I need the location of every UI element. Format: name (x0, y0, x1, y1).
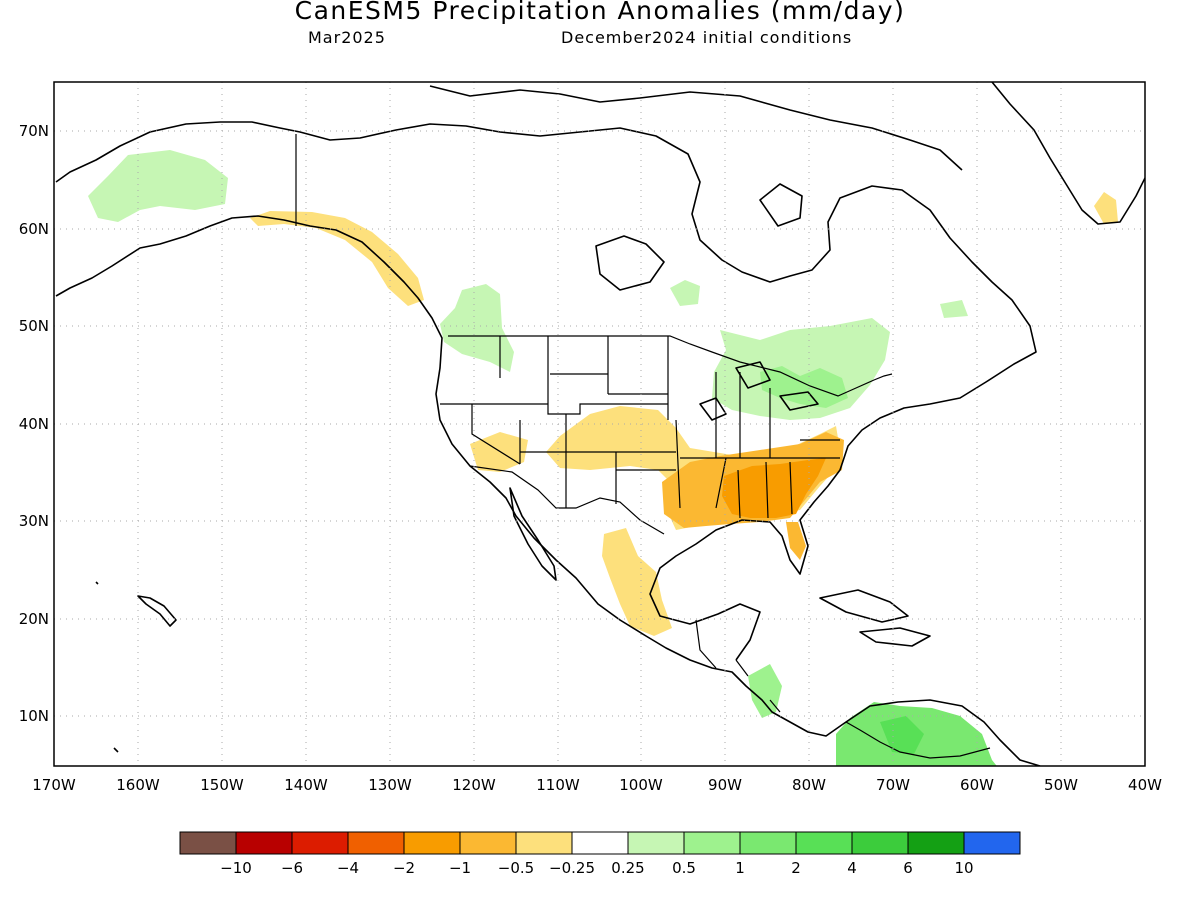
anomaly-great-lakes-wet (712, 318, 890, 420)
map-area (54, 82, 1145, 766)
colorbar-swatch (291, 831, 349, 855)
anomaly-greenland-dry (1094, 192, 1118, 224)
colorbar-swatch (907, 831, 965, 855)
lon-label: 40W (1128, 776, 1162, 794)
anomaly-southeast-dry-strong (722, 458, 826, 518)
lat-label: 30N (19, 512, 49, 530)
colorbar-swatch (683, 831, 741, 855)
lon-label: 60W (960, 776, 994, 794)
lon-label: 140W (284, 776, 328, 794)
colorbar-tick-label: 2 (791, 859, 801, 877)
colorbar-tick-label: 0.5 (672, 859, 696, 877)
colorbar-tick-label: 6 (903, 859, 913, 877)
colorbar-swatch (963, 831, 1021, 855)
lon-label: 70W (876, 776, 910, 794)
colorbar-swatch (179, 831, 237, 855)
gridlines (54, 82, 1145, 766)
anomaly-alaska-wet (88, 150, 228, 222)
anomaly-labrador-wet (940, 300, 968, 318)
lon-label: 80W (792, 776, 826, 794)
lon-label: 100W (619, 776, 663, 794)
lon-label: 150W (200, 776, 244, 794)
lat-label: 50N (19, 317, 49, 335)
colorbar-tick-label: −4 (337, 859, 359, 877)
colorbar-swatch (459, 831, 517, 855)
lat-label: 70N (19, 122, 49, 140)
colorbar-swatch (851, 831, 909, 855)
anomaly-florida-dry (786, 522, 806, 560)
colorbar-tick-label: 10 (954, 859, 973, 877)
lat-label: 40N (19, 415, 49, 433)
anomaly-gulf-alaska-dry (250, 211, 424, 306)
coastlines (55, 82, 1145, 766)
lon-label: 170W (32, 776, 76, 794)
lat-label: 10N (19, 707, 49, 725)
colorbar-swatch (571, 831, 629, 855)
lon-label: 50W (1044, 776, 1078, 794)
initial-conditions-label: December2024 initial conditions (561, 28, 853, 47)
lat-label: 20N (19, 610, 49, 628)
political-borders (295, 134, 991, 759)
plot-frame (53, 81, 1146, 767)
colorbar-tick-label: −0.5 (498, 859, 534, 877)
colorbar-swatch (235, 831, 293, 855)
chart-title: CanESM5 Precipitation Anomalies (mm/day) (294, 0, 906, 25)
colorbar-swatch (627, 831, 685, 855)
colorbar-tick-label: 4 (847, 859, 857, 877)
colorbar-swatch (347, 831, 405, 855)
lat-label: 60N (19, 220, 49, 238)
lon-label: 160W (116, 776, 160, 794)
latitude-labels: 70N 60N 50N 40N 30N 20N 10N (19, 122, 49, 725)
colorbar-tick-label: 1 (735, 859, 745, 877)
colorbar-swatch (515, 831, 573, 855)
colorbar-swatch (795, 831, 853, 855)
lon-label: 130W (368, 776, 412, 794)
colorbar-swatch (739, 831, 797, 855)
colorbar-tick-label: −2 (393, 859, 415, 877)
colorbar-tick-label: −6 (281, 859, 303, 877)
anomaly-mexico-dry (602, 528, 672, 636)
colorbar-swatch (403, 831, 461, 855)
anomaly-hudson-wet (670, 280, 700, 306)
colorbar-tick-label: −1 (449, 859, 471, 877)
colorbar-tick-label: −0.25 (549, 859, 595, 877)
lon-label: 90W (708, 776, 742, 794)
anomaly-south-america-wet-core (880, 716, 924, 754)
colorbar-tick-label: 0.25 (611, 859, 644, 877)
lon-label: 110W (536, 776, 580, 794)
anomaly-central-america-wet (748, 664, 782, 718)
anomaly-pacific-nw-wet (440, 284, 514, 372)
colorbar: −10 −6 −4 −2 −1 −0.5 −0.25 0.25 0.5 1 2 4 6 10 (179, 831, 1021, 877)
forecast-month: Mar2025 (308, 28, 386, 47)
colorbar-tick-label: −10 (220, 859, 252, 877)
longitude-labels: 170W 160W 150W 140W 130W 120W 110W 100W … (32, 776, 1162, 794)
lon-label: 120W (452, 776, 496, 794)
